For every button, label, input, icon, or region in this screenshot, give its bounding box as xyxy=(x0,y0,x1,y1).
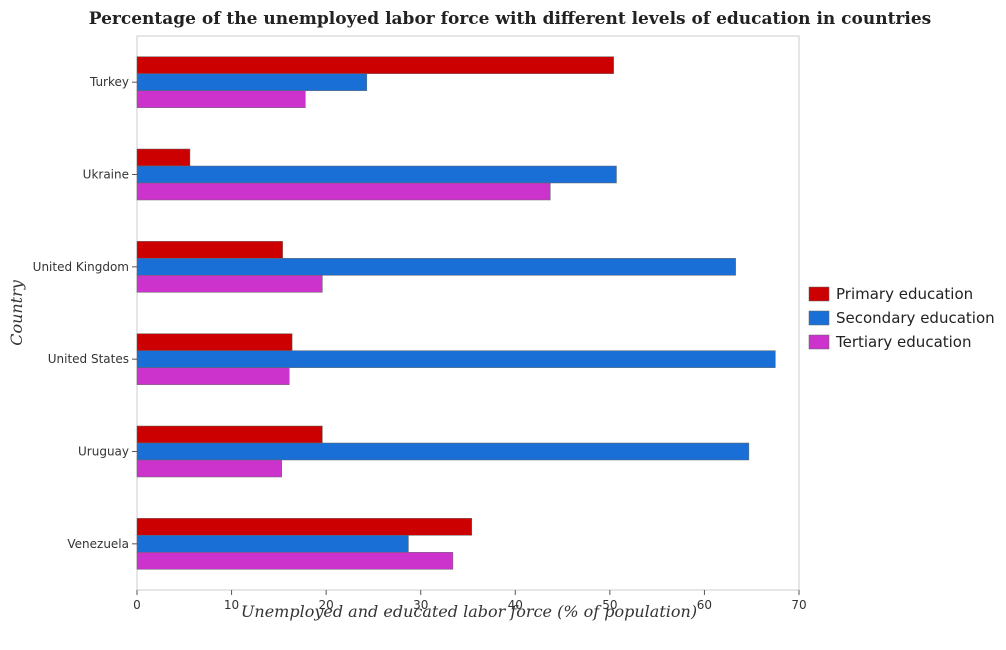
x-tick-label: 40 xyxy=(508,598,523,612)
bar-ukraine-tertiary-education xyxy=(136,182,551,201)
bar-united-states-tertiary-education xyxy=(136,367,290,385)
legend-swatch xyxy=(808,286,830,302)
legend-label: Secondary education xyxy=(836,309,995,327)
bar-ukraine-secondary-education xyxy=(136,165,617,184)
y-tick-label: Ukraine xyxy=(83,168,129,182)
plot-area xyxy=(136,35,800,591)
x-axis-ticks: 0 10 20 30 40 50 60 70 xyxy=(133,590,807,612)
bar-turkey-secondary-education xyxy=(136,73,368,91)
legend-swatch xyxy=(808,334,830,350)
y-axis-ticks: Turkey Ukraine United Kingdom United States… xyxy=(33,75,137,551)
bar-ukraine-primary-education xyxy=(136,148,191,167)
x-tick-label: 20 xyxy=(319,598,334,612)
x-tick-label: 60 xyxy=(697,598,712,612)
legend-label: Tertiary education xyxy=(835,333,972,351)
x-tick-label: 0 xyxy=(133,598,141,612)
x-axis-label: Unemployed and educated labor force (% o… xyxy=(241,602,697,621)
bar-uruguay-secondary-education xyxy=(136,442,750,461)
y-tick-label: Turkey xyxy=(89,75,129,89)
x-tick-label: 50 xyxy=(602,598,617,612)
y-tick-label: United Kingdom xyxy=(33,260,129,274)
y-tick-label: United States xyxy=(48,352,129,366)
bar-venezuela-primary-education xyxy=(136,518,473,536)
bar-united-kingdom-secondary-education xyxy=(136,258,736,276)
chart-title: Percentage of the unemployed labor force… xyxy=(89,9,932,29)
x-tick-label: 70 xyxy=(791,598,806,612)
bar-uruguay-tertiary-education xyxy=(136,459,282,478)
y-tick-label: Uruguay xyxy=(78,445,129,459)
bar-uruguay-primary-education xyxy=(136,425,323,444)
bar-united-states-secondary-education xyxy=(136,350,776,368)
y-axis-label: Country xyxy=(7,279,26,346)
x-tick-label: 10 xyxy=(224,598,239,612)
bar-turkey-primary-education xyxy=(136,56,614,74)
bar-united-states-primary-education xyxy=(136,333,293,351)
legend: Primary education Secondary education Tert… xyxy=(808,285,995,351)
bar-united-kingdom-primary-education xyxy=(136,241,283,259)
legend-label: Primary education xyxy=(836,285,973,303)
bar-venezuela-tertiary-education xyxy=(136,552,454,570)
bar-venezuela-secondary-education xyxy=(136,535,409,553)
legend-swatch xyxy=(808,310,830,326)
bar-turkey-tertiary-education xyxy=(136,90,306,108)
y-tick-label: Venezuela xyxy=(67,537,129,551)
bar-united-kingdom-tertiary-education xyxy=(136,275,323,293)
x-tick-label: 30 xyxy=(413,598,428,612)
